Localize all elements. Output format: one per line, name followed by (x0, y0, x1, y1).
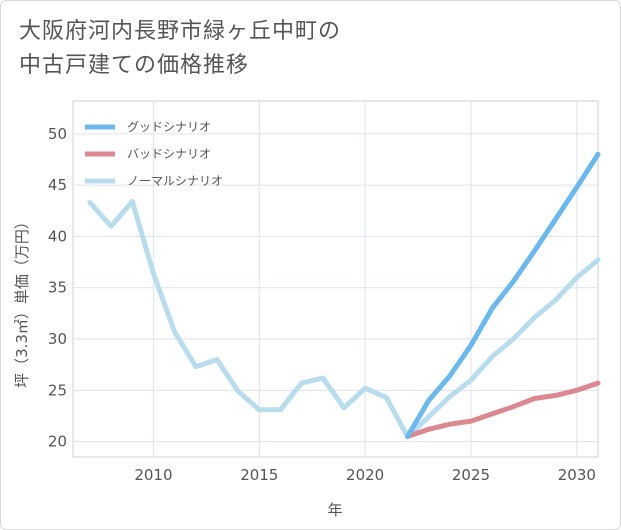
y-tick-labels: 20 25 30 35 40 45 50 (48, 125, 67, 451)
x-tick-label: 2015 (240, 466, 278, 484)
series-line-1 (405, 380, 601, 439)
x-axis-label: 年 (327, 501, 342, 519)
legend-label-0: グッドシナリオ (127, 120, 211, 134)
x-tick-label: 2020 (346, 466, 384, 484)
x-tick-label: 2030 (558, 466, 596, 484)
series-lines (87, 151, 601, 439)
chart-title: 大阪府河内長野市緑ヶ丘中町の 中古戸建ての価格推移 (19, 15, 341, 83)
y-tick-label: 30 (48, 330, 67, 348)
legend-label-1: バッドシナリオ (127, 147, 211, 161)
legend-label-2: ノーマルシナリオ (127, 174, 223, 188)
y-tick-label: 35 (48, 279, 67, 297)
chart-title-line-2: 中古戸建ての価格推移 (19, 53, 250, 78)
y-tick-label: 25 (48, 381, 67, 399)
y-tick-label: 40 (48, 227, 67, 245)
x-tick-label: 2010 (134, 466, 172, 484)
x-tick-label: 2025 (452, 466, 490, 484)
y-tick-label: 20 (48, 433, 67, 451)
y-tick-label: 45 (48, 176, 67, 194)
series-line-2 (87, 199, 601, 439)
series-line-0 (405, 151, 601, 439)
chart-title-line-1: 大阪府河内長野市緑ヶ丘中町の (19, 19, 342, 44)
y-axis-label: 坪（3.3㎡）単価（万円） (13, 214, 31, 388)
y-tick-label: 50 (48, 125, 67, 143)
x-tick-labels: 2010 2015 2020 2025 2030 (134, 466, 596, 484)
